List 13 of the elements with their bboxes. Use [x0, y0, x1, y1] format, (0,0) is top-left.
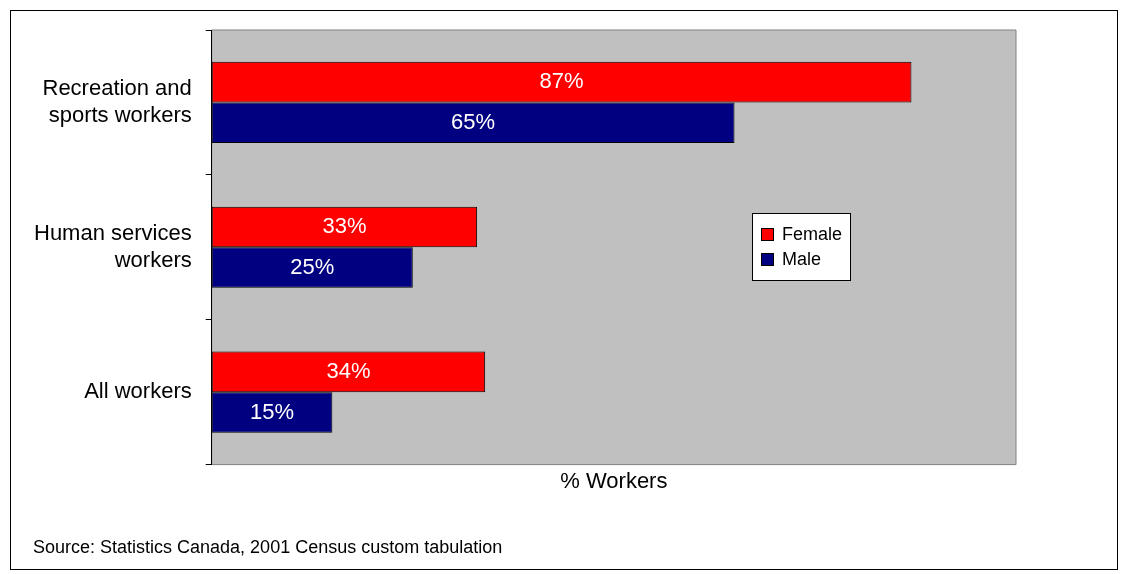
x-axis-title: % Workers [560, 467, 668, 493]
data-label: 33% [322, 213, 367, 239]
y-tick-label: All workers [84, 378, 192, 404]
data-label: 34% [326, 357, 371, 383]
source-note: Source: Statistics Canada, 2001 Census custom tabulation [33, 537, 503, 558]
data-label: 87% [539, 68, 584, 94]
data-label: 15% [250, 398, 295, 424]
data-label: 25% [290, 253, 335, 279]
y-tick-label: Recreation and sports workers [42, 75, 192, 127]
y-tick-label: Human services workers [34, 220, 192, 272]
legend-label: Female [782, 224, 843, 246]
data-label: 65% [451, 108, 496, 134]
legend-label: Male [782, 249, 822, 271]
